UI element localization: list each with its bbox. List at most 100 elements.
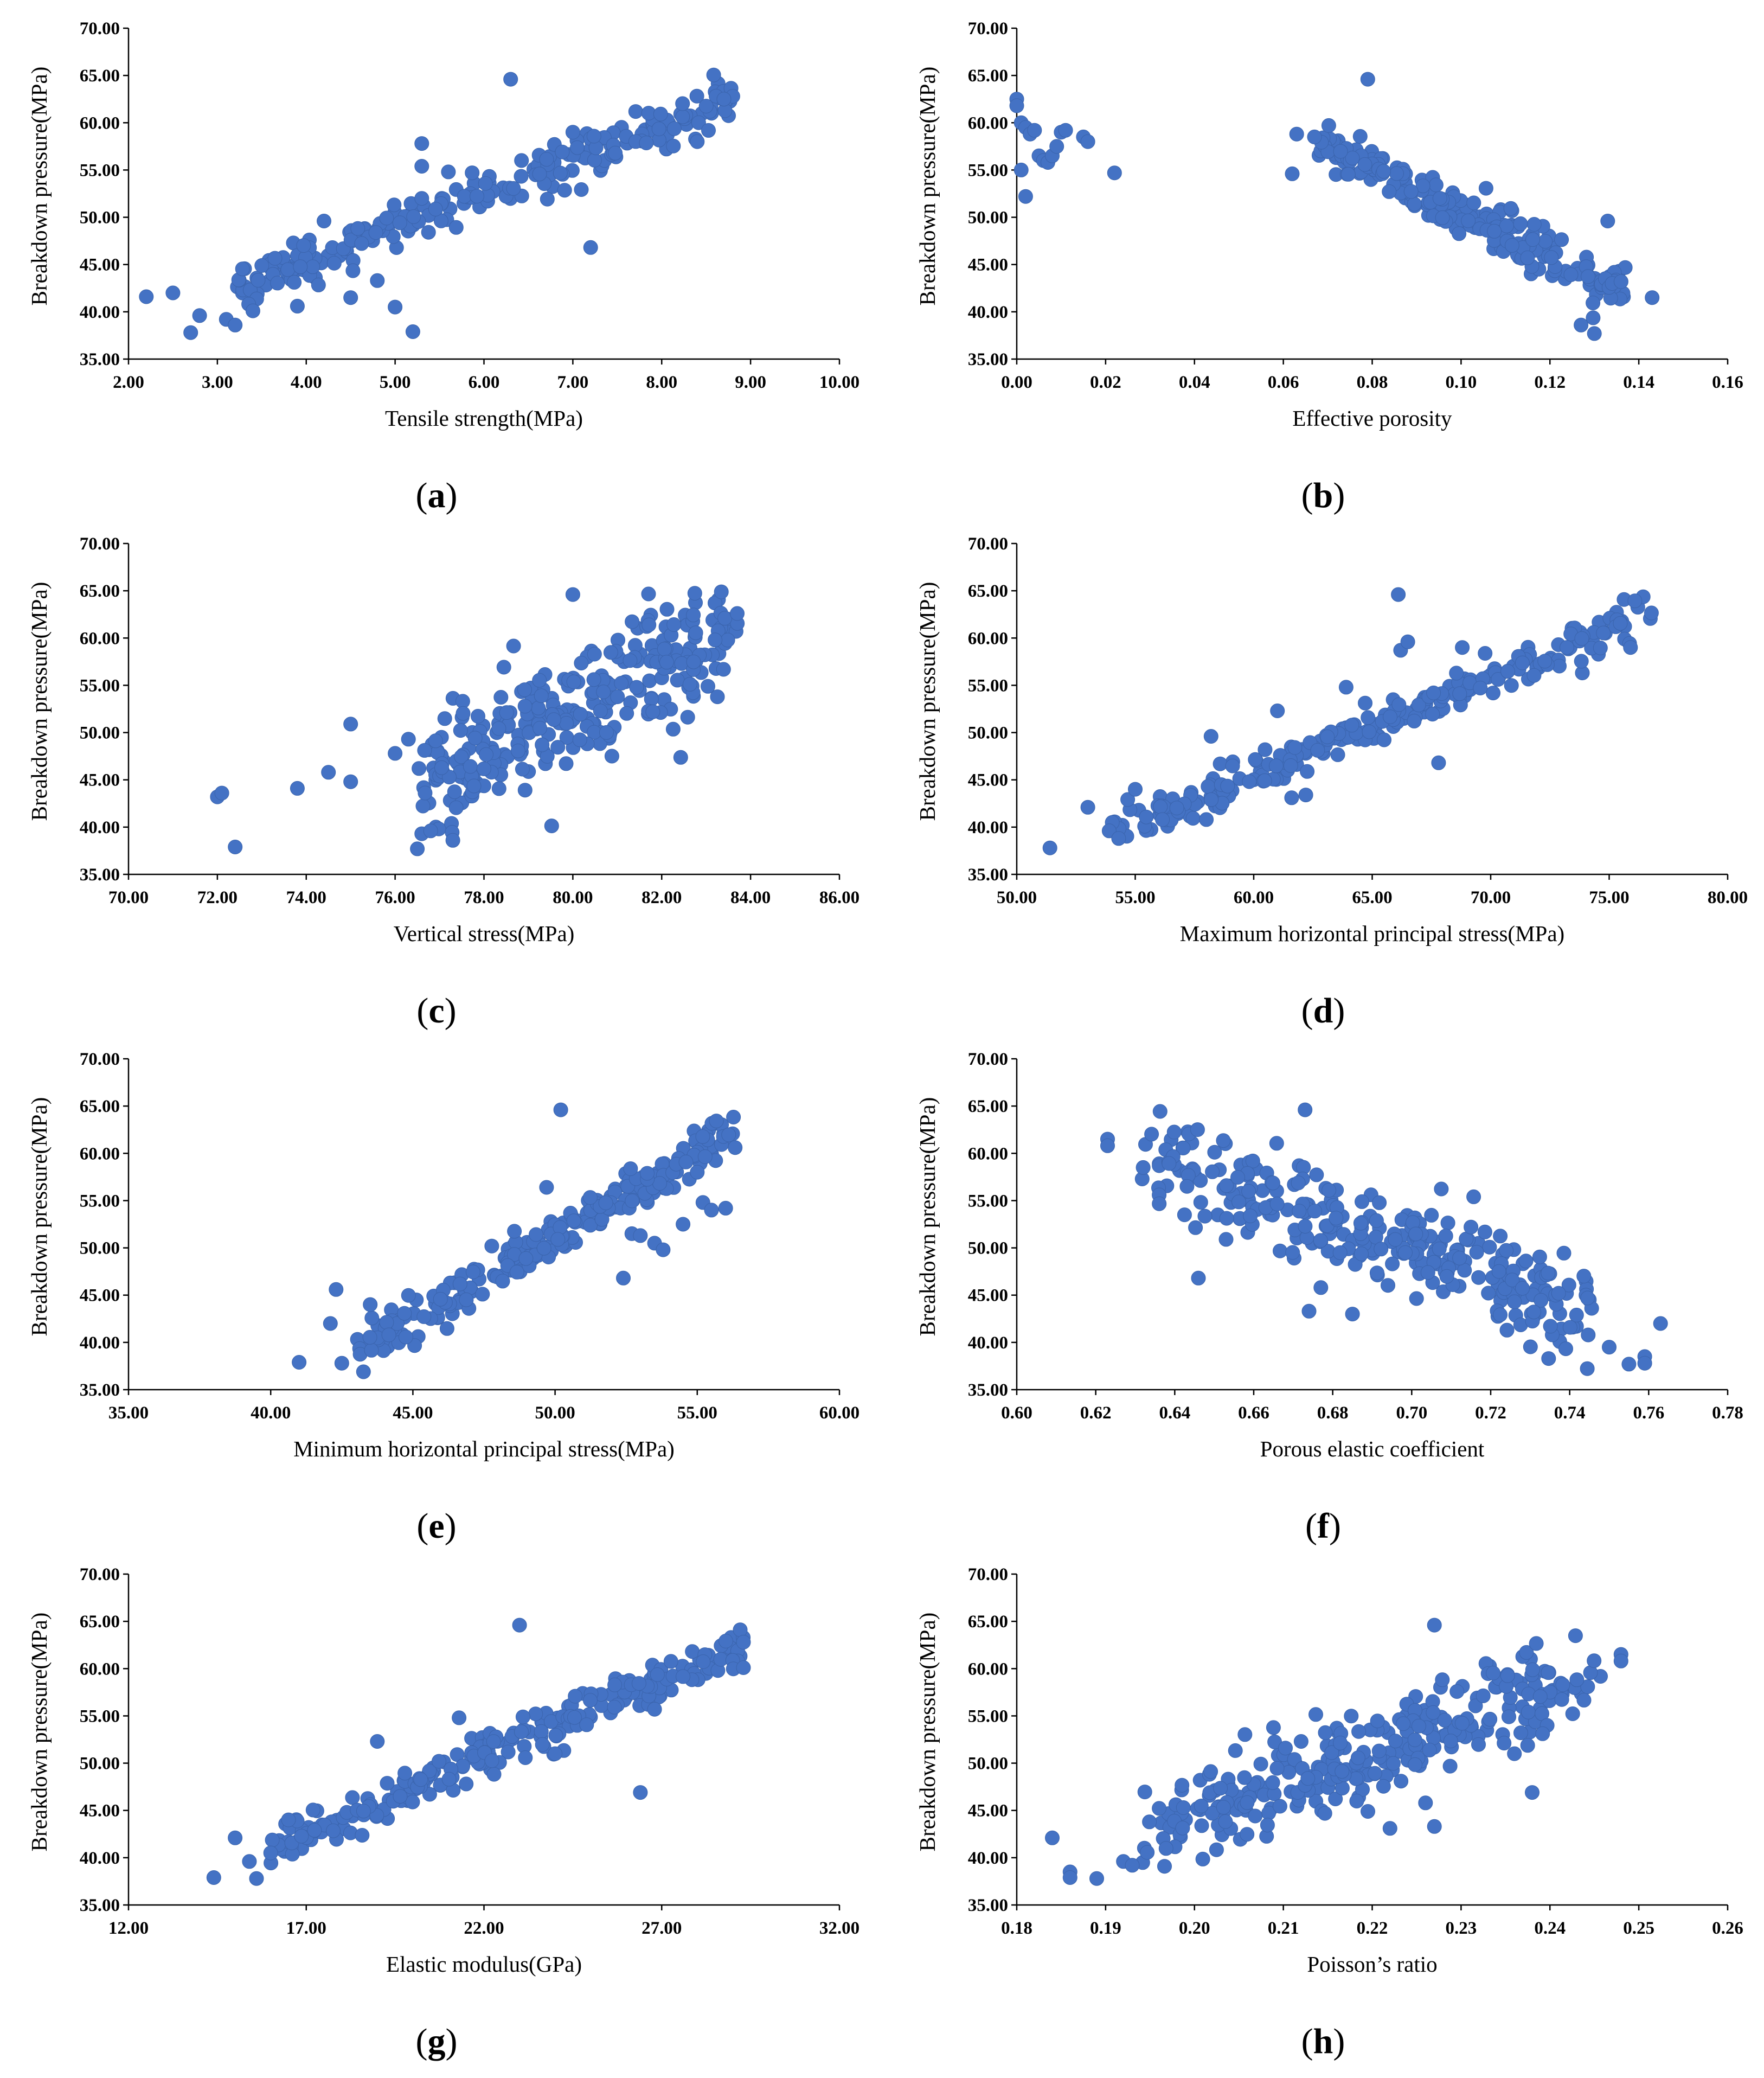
data-point <box>1454 1716 1470 1731</box>
data-point <box>534 688 549 704</box>
data-point <box>1464 1219 1479 1235</box>
data-point <box>1576 1692 1592 1708</box>
data-point <box>439 1321 454 1336</box>
panel-letter: (h) <box>1301 2022 1345 2061</box>
x-tick-label: 50.00 <box>997 888 1037 907</box>
data-point <box>1272 1799 1287 1814</box>
x-tick-label: 76.00 <box>375 888 415 907</box>
data-point <box>1471 1270 1486 1285</box>
y-tick-label: 60.00 <box>80 1659 120 1679</box>
data-point <box>587 647 602 662</box>
data-point <box>1376 1779 1391 1794</box>
y-tick-label: 40.00 <box>968 1333 1008 1353</box>
y-tick-label: 70.00 <box>80 534 120 554</box>
data-point <box>1049 139 1064 154</box>
x-tick-label: 35.00 <box>108 1403 149 1423</box>
scatter-points <box>1042 587 1659 855</box>
data-point <box>1525 232 1540 247</box>
panel-letter: (f) <box>1305 1506 1341 1546</box>
data-point <box>1298 1219 1313 1234</box>
x-tick-label: 0.64 <box>1159 1403 1190 1423</box>
panel-letter: (b) <box>1301 476 1345 515</box>
data-point <box>1486 686 1500 701</box>
data-point <box>434 760 449 775</box>
data-point <box>1596 625 1611 641</box>
data-point <box>607 1677 623 1692</box>
data-point <box>518 1251 534 1266</box>
data-point <box>691 115 706 130</box>
data-point <box>653 106 668 122</box>
data-point <box>1505 1273 1520 1288</box>
data-point <box>1330 747 1345 762</box>
data-point <box>1278 1741 1293 1756</box>
data-point <box>1431 755 1446 770</box>
data-point <box>1561 1277 1576 1293</box>
y-tick-label: 40.00 <box>80 1849 120 1868</box>
data-point <box>1574 654 1589 669</box>
data-point <box>1320 729 1335 744</box>
data-point <box>535 737 550 752</box>
data-point <box>1613 274 1628 289</box>
data-point <box>1407 713 1422 728</box>
data-point <box>486 1767 502 1782</box>
data-point <box>452 1276 467 1291</box>
y-tick-label: 35.00 <box>80 350 120 369</box>
data-point <box>532 167 547 182</box>
data-point <box>1328 1792 1343 1806</box>
y-tick-label: 50.00 <box>968 1239 1008 1258</box>
data-point <box>459 1292 474 1307</box>
data-point <box>1307 1204 1323 1219</box>
x-tick-label: 0.76 <box>1633 1403 1664 1423</box>
data-point <box>1301 1303 1317 1319</box>
data-point <box>559 715 574 731</box>
y-tick-label: 60.00 <box>80 113 120 133</box>
data-point <box>1205 1164 1220 1179</box>
data-point <box>1411 698 1426 713</box>
y-tick-label: 45.00 <box>968 771 1008 790</box>
data-point <box>506 181 521 196</box>
data-point <box>652 1176 667 1191</box>
x-tick-label: 0.78 <box>1712 1403 1743 1423</box>
data-point <box>1477 1224 1492 1239</box>
y-tick-label: 55.00 <box>968 161 1008 180</box>
x-tick-label: 0.60 <box>1001 1403 1032 1423</box>
data-point <box>1439 1269 1454 1284</box>
data-point <box>574 656 589 670</box>
y-tick-label: 70.00 <box>80 19 120 39</box>
data-point <box>720 632 735 648</box>
data-point <box>1388 1734 1403 1749</box>
x-tick-label: 82.00 <box>642 888 682 907</box>
x-tick-label: 0.16 <box>1712 373 1743 392</box>
data-point <box>1144 1127 1159 1142</box>
data-point <box>548 1728 563 1743</box>
data-point <box>503 72 518 87</box>
data-point <box>1240 1795 1255 1810</box>
chart-panel-a: 35.00 40.00 45.00 50.00 55.00 60.00 65.00 70.00… <box>27 19 859 515</box>
y-tick-label: 50.00 <box>968 1754 1008 1774</box>
data-point <box>307 1823 322 1838</box>
data-point <box>192 308 207 323</box>
data-point <box>633 1228 648 1243</box>
data-point <box>305 259 320 274</box>
x-tick-label: 0.23 <box>1446 1919 1477 1938</box>
data-point <box>1560 640 1574 655</box>
data-point <box>1541 1351 1556 1366</box>
panel-letter: (e) <box>416 1506 456 1546</box>
x-tick-label: 0.72 <box>1475 1403 1506 1423</box>
data-point <box>397 1766 413 1781</box>
data-point <box>1478 181 1493 196</box>
data-point <box>1521 1704 1536 1719</box>
data-point <box>1218 1232 1234 1247</box>
data-point <box>666 138 681 154</box>
data-point <box>598 1195 613 1211</box>
data-point <box>251 273 266 288</box>
data-point <box>1551 1286 1566 1301</box>
y-axis-title: Breakdown pressure(MPa) <box>27 1097 52 1337</box>
data-point <box>514 169 529 184</box>
data-point <box>1645 290 1660 305</box>
data-point <box>1321 118 1336 133</box>
data-point <box>334 1356 349 1371</box>
data-point <box>1322 1182 1337 1198</box>
data-point <box>629 680 644 695</box>
